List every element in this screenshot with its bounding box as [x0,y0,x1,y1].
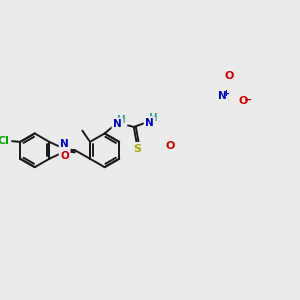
Text: N: N [145,118,154,128]
Text: S: S [133,144,141,154]
Text: H: H [117,115,126,124]
Text: O: O [239,95,248,106]
Text: +: + [223,88,230,98]
Text: H: H [149,113,158,123]
Text: Cl: Cl [0,136,10,146]
Text: O: O [166,141,175,151]
Text: N: N [113,119,122,129]
Text: N: N [218,91,227,101]
Text: O: O [225,71,234,81]
Text: O: O [60,151,69,161]
Text: N: N [60,140,69,149]
Text: −: − [244,95,253,105]
